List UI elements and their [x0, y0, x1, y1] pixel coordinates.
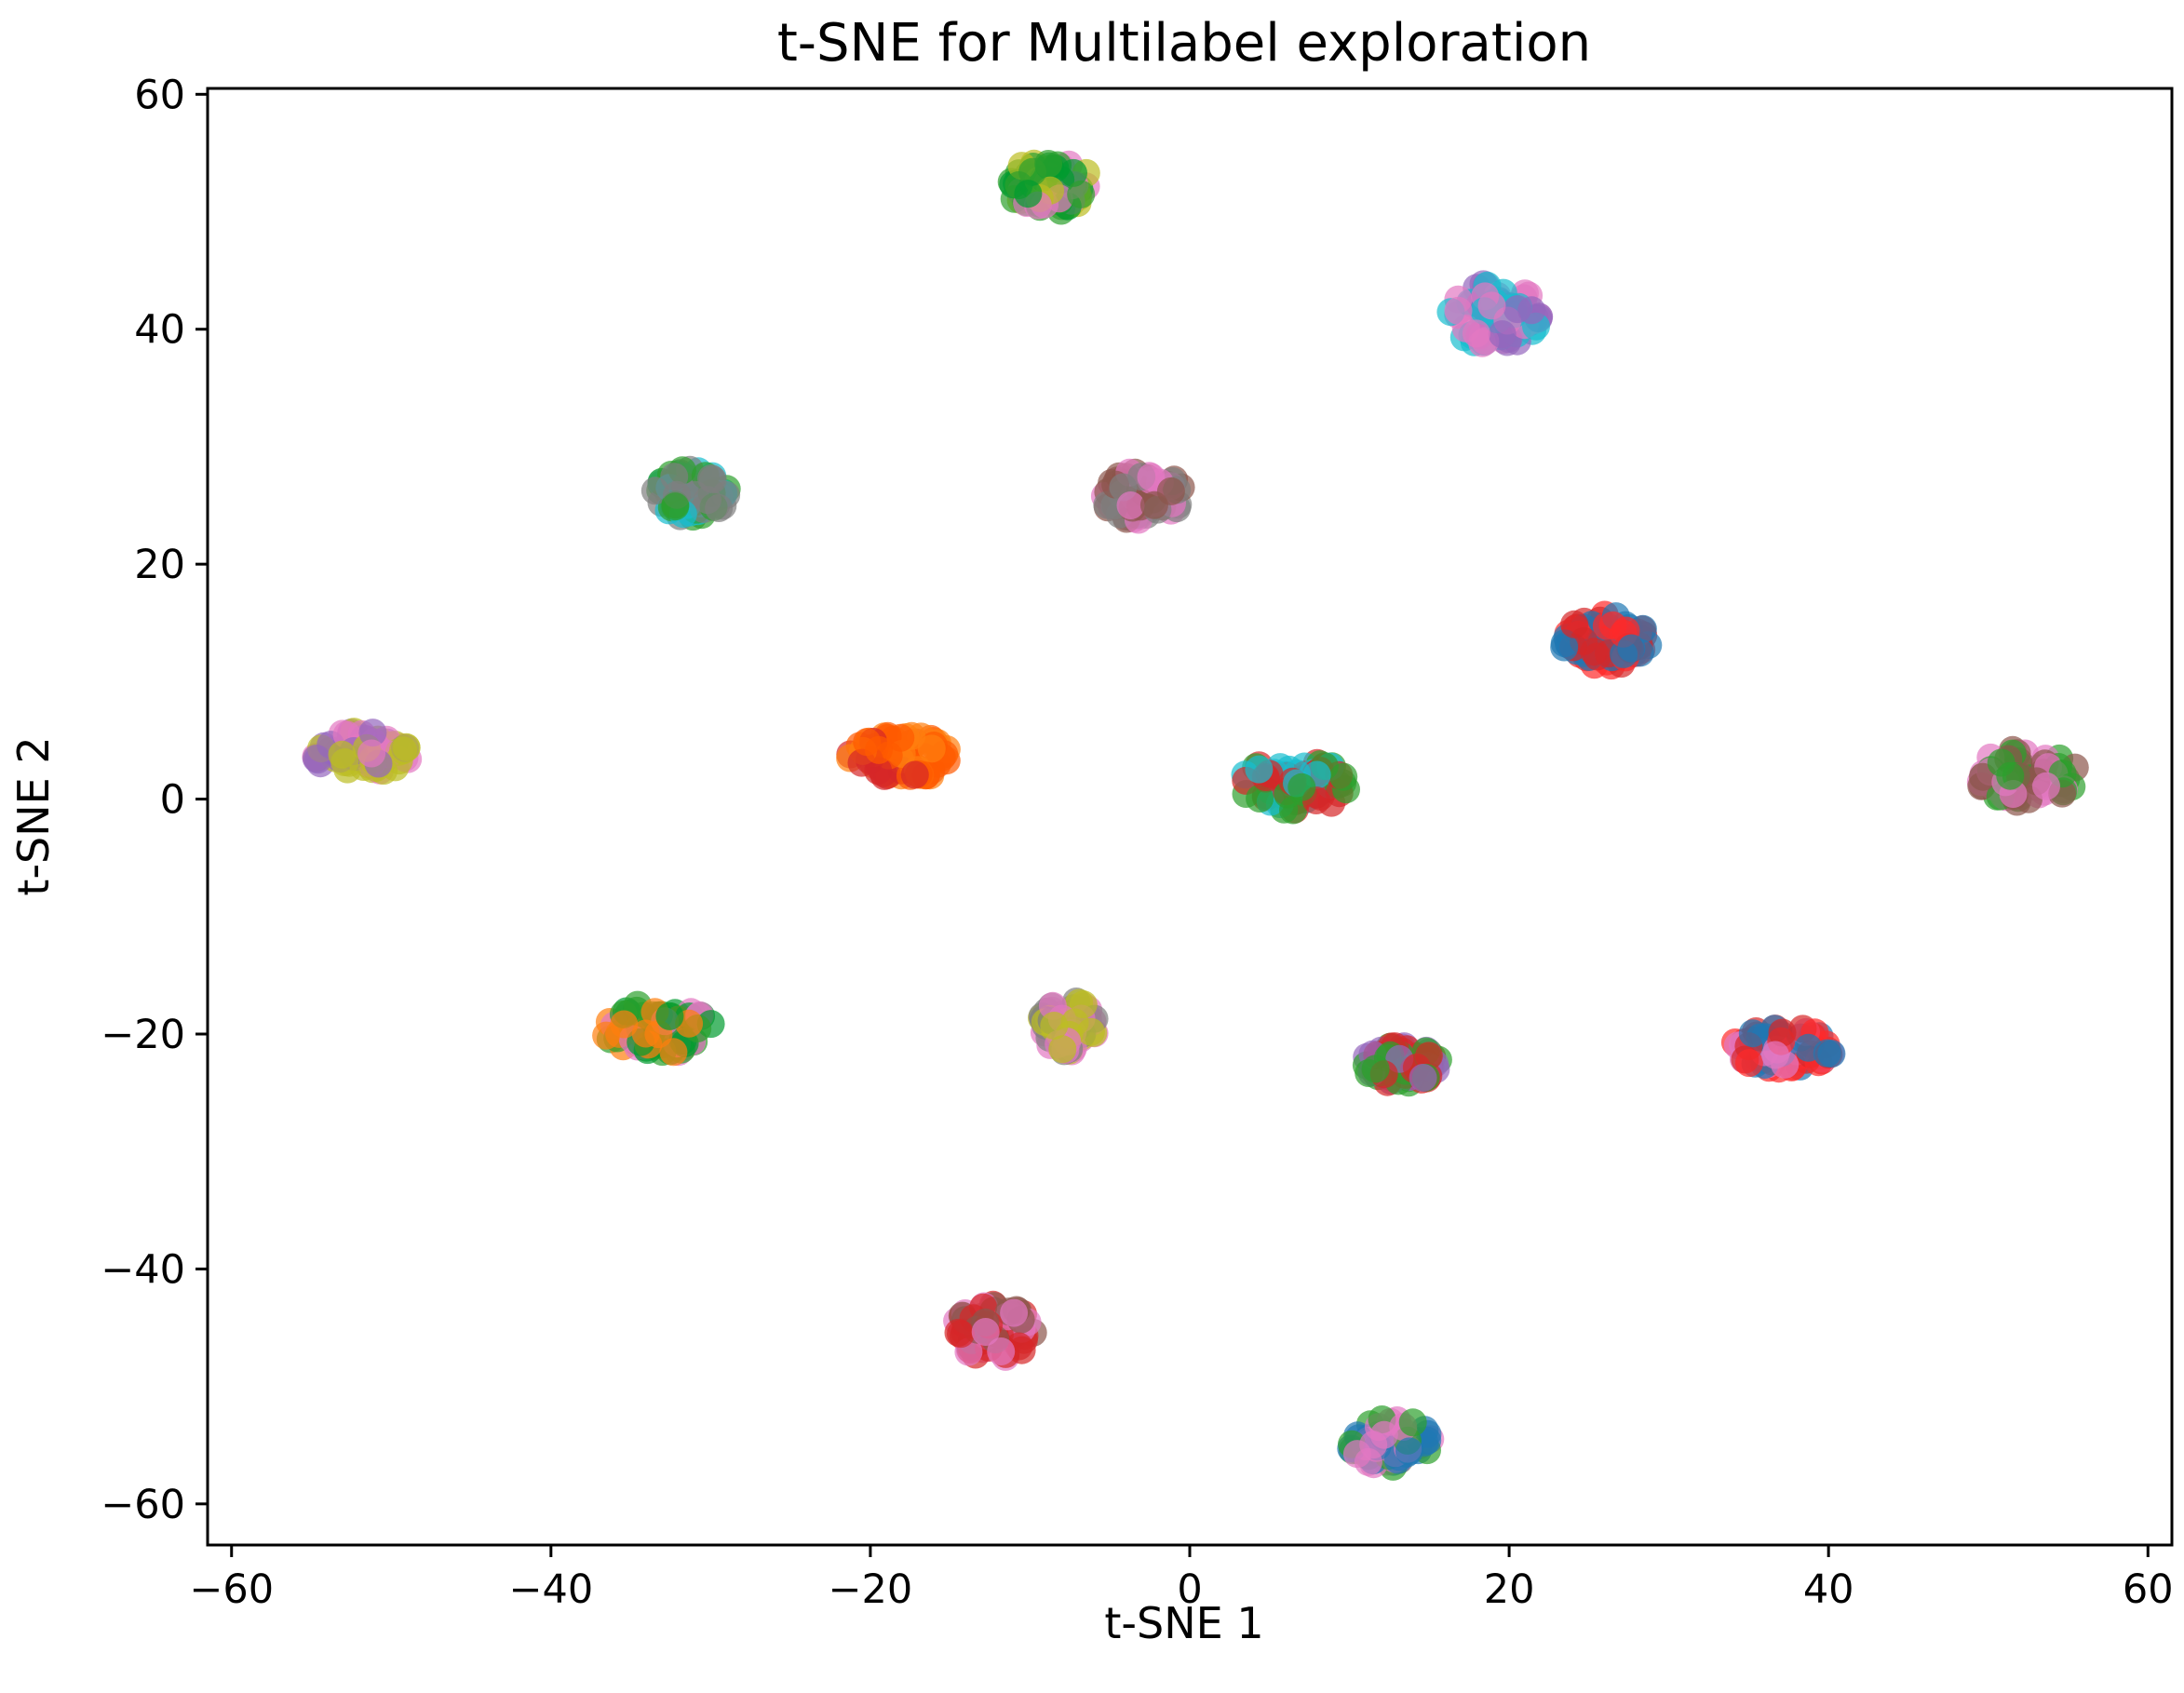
cluster-8-point	[1246, 785, 1274, 813]
cluster-6-point	[302, 745, 330, 773]
cluster-14-point	[971, 1318, 1000, 1346]
cluster-13-point	[1817, 1040, 1846, 1068]
cluster-5-point	[1617, 634, 1646, 663]
cluster-4-point	[1116, 491, 1145, 519]
y-tick-label: 40	[134, 307, 185, 354]
cluster-14-point	[1000, 1298, 1029, 1327]
cluster-10-point	[631, 1019, 660, 1048]
plot-frame	[206, 87, 2174, 1547]
cluster-3-point	[694, 486, 721, 515]
cluster-7-point	[900, 760, 929, 789]
cluster-13-point	[1761, 1041, 1789, 1069]
cluster-10-point	[659, 1038, 688, 1067]
y-tick-label: −20	[101, 1012, 185, 1058]
cluster-9-point	[2032, 772, 2060, 800]
cluster-2-point	[1488, 320, 1517, 349]
cluster-14-point	[944, 1318, 973, 1347]
cluster-2-point	[1517, 296, 1546, 325]
y-axis-ticks: −60 −40 −20 0 20 40 60	[101, 72, 208, 1528]
x-tick-label: 0	[1177, 1566, 1202, 1613]
cluster-6-point	[358, 719, 387, 747]
y-axis-label: t-SNE 2	[8, 736, 59, 895]
cluster-6-point	[330, 748, 359, 776]
chart-title: t-SNE for Multilabel exploration	[777, 13, 1591, 74]
cluster-2-point	[1444, 296, 1473, 325]
cluster-10-point	[610, 1010, 639, 1039]
cluster-8-point	[1245, 755, 1274, 784]
cluster-11-point	[1040, 1012, 1069, 1040]
cluster-7-point	[917, 734, 946, 763]
cluster-6-point	[357, 739, 386, 768]
cluster-4-point	[1156, 477, 1185, 505]
y-tick-label: −60	[101, 1482, 185, 1528]
cluster-11-point	[1048, 1035, 1077, 1064]
x-tick-label: 20	[1484, 1566, 1535, 1613]
cluster-14-point	[1007, 1336, 1036, 1364]
cluster-2-point	[1477, 291, 1506, 320]
cluster-5-point	[1580, 638, 1609, 666]
cluster-10-point	[655, 1001, 684, 1030]
y-tick-label: 20	[134, 542, 185, 588]
x-tick-label: 60	[2123, 1566, 2174, 1613]
scatter-points	[302, 149, 2089, 1481]
x-tick-label: 40	[1803, 1566, 1854, 1613]
cluster-2-point	[1462, 319, 1490, 348]
x-axis-label: t-SNE 1	[1104, 1598, 1263, 1648]
cluster-12-point	[1414, 1041, 1443, 1070]
cluster-5-point	[1550, 633, 1579, 662]
cluster-15-point	[1359, 1431, 1388, 1459]
cluster-3-point	[640, 477, 669, 505]
y-tick-label: −40	[101, 1246, 185, 1293]
y-tick-label: 0	[160, 777, 185, 824]
cluster-13-point	[1734, 1049, 1763, 1078]
cluster-9-point	[1996, 761, 2025, 790]
cluster-14-point	[987, 1337, 1016, 1365]
cluster-1-point	[1018, 157, 1047, 186]
cluster-12-point	[1409, 1064, 1437, 1092]
cluster-3-point	[661, 492, 690, 521]
x-axis-ticks: −60 −40 −20 0 20 40 60	[189, 1545, 2174, 1613]
cluster-12-point	[1361, 1055, 1390, 1083]
cluster-8-point	[1287, 773, 1316, 801]
cluster-3-point	[697, 464, 725, 492]
cluster-15-point	[1398, 1408, 1427, 1437]
x-tick-label: −60	[189, 1566, 274, 1613]
x-tick-label: −20	[829, 1566, 913, 1613]
cluster-15-point	[1395, 1437, 1423, 1466]
cluster-6-point	[389, 736, 418, 765]
x-tick-label: −40	[508, 1566, 593, 1613]
cluster-7-point	[853, 728, 882, 757]
cluster-1-point	[1014, 180, 1043, 208]
cluster-4-point	[1137, 463, 1166, 491]
cluster-1-point	[1067, 180, 1096, 208]
cluster-13-point	[1738, 1019, 1767, 1048]
y-tick-label: 60	[134, 72, 185, 118]
cluster-5-point	[1560, 610, 1589, 638]
cluster-13-point	[1768, 1018, 1797, 1047]
